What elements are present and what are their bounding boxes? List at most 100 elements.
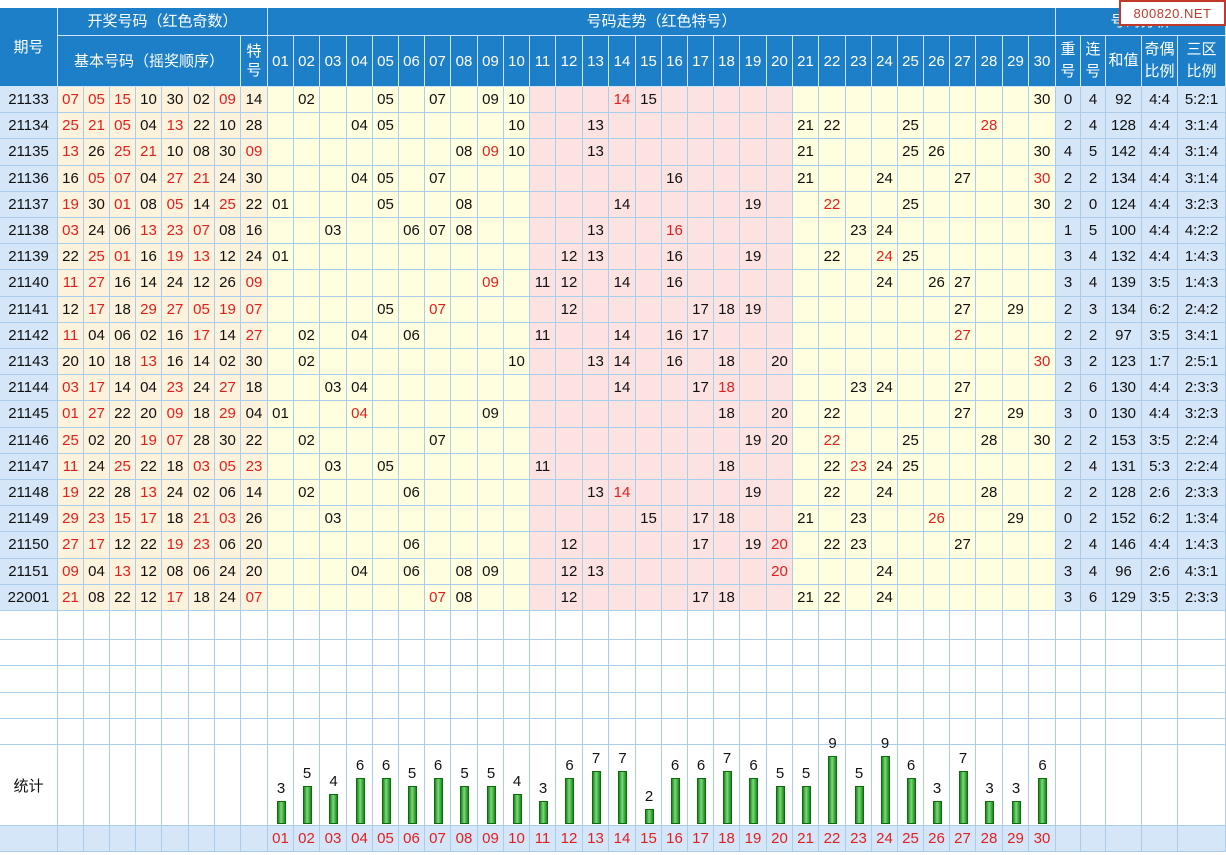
stats-bar xyxy=(302,786,312,824)
stats-bar xyxy=(276,801,286,824)
analysis-cell-sum: 96 xyxy=(1106,558,1142,585)
trend-cell xyxy=(636,584,662,611)
trend-cell xyxy=(268,113,294,140)
trend-cell xyxy=(268,584,294,611)
trend-cell xyxy=(740,506,767,533)
trend-cell xyxy=(425,139,451,166)
trend-cell xyxy=(662,191,688,218)
blank-cell xyxy=(556,693,583,719)
footer-cell xyxy=(162,826,189,852)
trend-cell xyxy=(451,322,478,349)
stats-bar xyxy=(1011,801,1021,824)
blank-cell xyxy=(136,693,162,719)
trend-cell xyxy=(976,322,1003,349)
trend-hit-cell: 01 xyxy=(268,401,294,428)
trend-hit-cell: 19 xyxy=(740,480,767,507)
basic-numbers-header: 基本号码（摇奖顺序） xyxy=(58,36,241,87)
trend-cell xyxy=(924,480,950,507)
ball-cell: 20 xyxy=(136,401,162,428)
ball-cell: 22 xyxy=(136,532,162,559)
trend-cell xyxy=(636,244,662,271)
trend-cell xyxy=(872,191,898,218)
trend-hit-cell: 26 xyxy=(924,270,950,297)
trend-hit-cell: 06 xyxy=(399,322,425,349)
blank-cell xyxy=(924,611,950,640)
footer-number-cell: 30 xyxy=(1029,826,1056,852)
blank-cell xyxy=(1003,719,1029,745)
trend-cell xyxy=(583,401,609,428)
ball-cell: 11 xyxy=(58,322,84,349)
analysis-cell-sum: 128 xyxy=(1106,480,1142,507)
trend-hit-cell: 21 xyxy=(793,139,819,166)
trend-cell xyxy=(819,296,846,323)
trend-hit-cell: 13 xyxy=(583,558,609,585)
trend-hit-cell: 08 xyxy=(451,139,478,166)
analysis-cell-consec: 2 xyxy=(1081,322,1106,349)
trend-cell xyxy=(688,427,714,454)
ball-cell: 17 xyxy=(84,296,110,323)
ball-cell: 05 xyxy=(215,453,241,480)
stats-bar xyxy=(696,778,706,824)
trend-cell xyxy=(1003,480,1029,507)
trend-cell xyxy=(268,427,294,454)
blank-cell xyxy=(504,611,530,640)
blank-cell xyxy=(451,611,478,640)
trend-cell xyxy=(530,244,556,271)
stats-bar xyxy=(828,755,837,824)
trend-cell xyxy=(451,532,478,559)
stats-bar-value: 5 xyxy=(801,765,811,782)
blank-cell xyxy=(793,719,819,745)
stats-bar-value: 6 xyxy=(670,757,680,775)
trend-cell xyxy=(268,296,294,323)
ball-cell: 12 xyxy=(136,558,162,585)
period-header: 期号 xyxy=(0,8,58,87)
analysis-cell-zone: 3:1:4 xyxy=(1178,113,1226,140)
trend-hit-cell: 06 xyxy=(399,480,425,507)
trend-hit-cell: 24 xyxy=(872,453,898,480)
blank-cell xyxy=(819,611,846,640)
trend-hit-cell: 27 xyxy=(950,401,976,428)
trend-cell xyxy=(767,584,793,611)
trend-col-header: 16 xyxy=(662,36,688,87)
blank-cell xyxy=(898,611,924,640)
trend-cell xyxy=(347,480,373,507)
trend-cell xyxy=(688,270,714,297)
trend-hit-cell: 10 xyxy=(504,87,530,114)
trend-cell xyxy=(846,191,872,218)
footer-number-cell: 08 xyxy=(451,826,478,852)
blank-cell xyxy=(1142,693,1178,719)
ball-cell: 29 xyxy=(136,296,162,323)
trend-hit-cell: 13 xyxy=(583,349,609,376)
trend-cell xyxy=(320,165,347,192)
trend-cell xyxy=(451,375,478,402)
trend-cell xyxy=(320,401,347,428)
trend-hit-cell: 20 xyxy=(767,401,793,428)
blank-cell xyxy=(215,719,241,745)
blank-cell xyxy=(504,640,530,666)
blank-cell xyxy=(898,693,924,719)
ball-cell: 19 xyxy=(58,480,84,507)
trend-cell xyxy=(1029,532,1056,559)
special-cell: 20 xyxy=(241,558,268,585)
trend-cell xyxy=(504,401,530,428)
ball-cell: 30 xyxy=(215,139,241,166)
stats-bar xyxy=(722,770,732,824)
trend-hit-cell: 27 xyxy=(950,532,976,559)
trend-col-header: 12 xyxy=(556,36,583,87)
trend-cell xyxy=(347,506,373,533)
trend-cell xyxy=(373,506,399,533)
stats-cell xyxy=(1081,745,1106,826)
analysis-cell-odd_even: 4:4 xyxy=(1142,139,1178,166)
trend-cell xyxy=(504,506,530,533)
trend-cell xyxy=(399,191,425,218)
analysis-cell-repeat: 3 xyxy=(1056,558,1081,585)
trend-cell xyxy=(688,165,714,192)
blank-cell xyxy=(268,719,294,745)
blank-cell xyxy=(294,666,320,693)
trend-cell xyxy=(504,244,530,271)
stats-cell xyxy=(136,745,162,826)
trend-cell xyxy=(451,480,478,507)
analysis-cell-odd_even: 4:4 xyxy=(1142,218,1178,245)
analysis-cell-sum: 132 xyxy=(1106,244,1142,271)
blank-cell xyxy=(189,640,215,666)
